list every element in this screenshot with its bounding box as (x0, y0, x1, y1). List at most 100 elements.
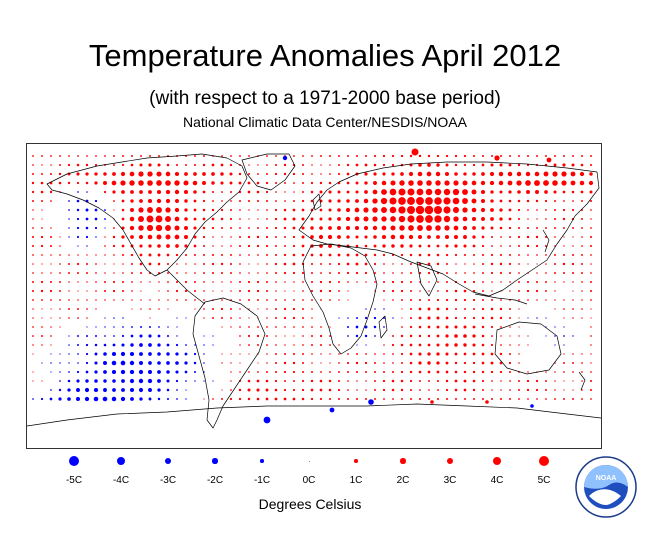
anomaly-dot (50, 227, 52, 229)
anomaly-dot (59, 326, 61, 328)
anomaly-dot (581, 272, 583, 274)
anomaly-dot (490, 370, 494, 374)
anomaly-dot (274, 370, 278, 374)
anomaly-dot (59, 263, 61, 265)
coast-india (416, 261, 438, 297)
anomaly-dot (526, 388, 530, 392)
anomaly-dot (50, 308, 52, 310)
anomaly-dot (221, 236, 223, 238)
anomaly-dot (434, 197, 442, 205)
anomaly-dot (319, 289, 323, 293)
anomaly-dot (175, 244, 179, 248)
legend-item: -5C (52, 450, 96, 487)
anomaly-dot (76, 271, 80, 275)
anomaly-dot (148, 361, 152, 365)
anomaly-dot (356, 281, 358, 283)
anomaly-dot (445, 298, 449, 302)
anomaly-dot (266, 209, 268, 211)
legend-label: -3C (159, 475, 177, 486)
anomaly-dot (174, 216, 180, 222)
anomaly-dot (389, 188, 397, 196)
anomaly-dot (148, 397, 152, 401)
anomaly-dot (193, 217, 197, 221)
anomaly-dot (355, 199, 359, 203)
anomaly-dot (103, 388, 107, 392)
anomaly-dot (329, 353, 331, 355)
anomaly-dot (293, 290, 295, 292)
anomaly-dot (463, 343, 467, 347)
anomaly-dot (579, 180, 585, 186)
anomaly-dot (184, 244, 188, 248)
anomaly-dot (239, 317, 241, 319)
anomaly-dot (409, 388, 413, 392)
anomaly-dot (176, 317, 178, 319)
anomaly-dot (338, 290, 340, 292)
anomaly-dot (581, 155, 583, 157)
anomaly-dot (77, 317, 79, 319)
anomaly-dot (571, 262, 575, 266)
anomaly-dot (527, 218, 529, 220)
anomaly-dot (175, 253, 179, 257)
anomaly-dot (356, 389, 358, 391)
anomaly-dot (59, 317, 61, 319)
anomaly-dot (311, 317, 313, 319)
anomaly-dot (275, 236, 277, 238)
anomaly-dot (301, 253, 305, 257)
anomaly-dot (229, 397, 233, 401)
anomaly-dot (301, 235, 305, 239)
anomaly-dot (562, 190, 566, 194)
anomaly-dot (480, 180, 486, 186)
anomaly-dot (311, 299, 313, 301)
anomaly-dot (589, 190, 593, 194)
anomaly-dot (398, 206, 406, 214)
anomaly-dot (283, 226, 287, 230)
anomaly-dot (561, 171, 567, 177)
anomaly-dot (391, 172, 395, 176)
anomaly-dot (435, 225, 441, 231)
anomaly-dot (407, 206, 415, 214)
anomaly-dot (428, 290, 430, 292)
anomaly-dot (443, 206, 451, 214)
anomaly-dot (284, 191, 286, 193)
anomaly-dot (329, 371, 331, 373)
anomaly-dot (239, 353, 241, 355)
anomaly-dot (86, 254, 88, 256)
legend-label: 5C (537, 475, 551, 486)
anomaly-dot (184, 217, 188, 221)
anomaly-dot (536, 398, 538, 400)
anomaly-dot (554, 380, 556, 382)
anomaly-dot (463, 370, 467, 374)
anomaly-dot (425, 197, 433, 205)
anomaly-dot (454, 244, 458, 248)
anomaly-dot (535, 190, 539, 194)
anomaly-dot (319, 334, 323, 338)
anomaly-dot (257, 308, 259, 310)
anomaly-dot (76, 172, 80, 176)
anomaly-dot (274, 262, 278, 266)
anomaly-dot (284, 335, 286, 337)
anomaly-dot (248, 326, 250, 328)
anomaly-dot (266, 371, 268, 373)
anomaly-dot (104, 236, 106, 238)
anomaly-dot (454, 172, 458, 176)
anomaly-dot (563, 254, 565, 256)
anomaly-dot (112, 388, 116, 392)
anomaly-dot (407, 215, 415, 223)
anomaly-dot (563, 353, 565, 355)
anomaly-dot (508, 361, 512, 365)
anomaly-dot (140, 155, 142, 157)
anomaly-dot (428, 281, 430, 283)
anomaly-dot (382, 280, 386, 284)
anomaly-dot (498, 171, 504, 177)
anomaly-dot (509, 281, 511, 283)
anomaly-dot (120, 180, 126, 186)
anomaly-dot (463, 163, 467, 167)
anomaly-dot (374, 398, 376, 400)
anomaly-dot (185, 263, 187, 265)
anomaly-dot (391, 163, 395, 167)
anomaly-dot (499, 253, 503, 257)
anomaly-dot (337, 208, 341, 212)
anomaly-dot (103, 352, 107, 356)
anomaly-dot (32, 353, 34, 355)
anomaly-dot (517, 244, 521, 248)
